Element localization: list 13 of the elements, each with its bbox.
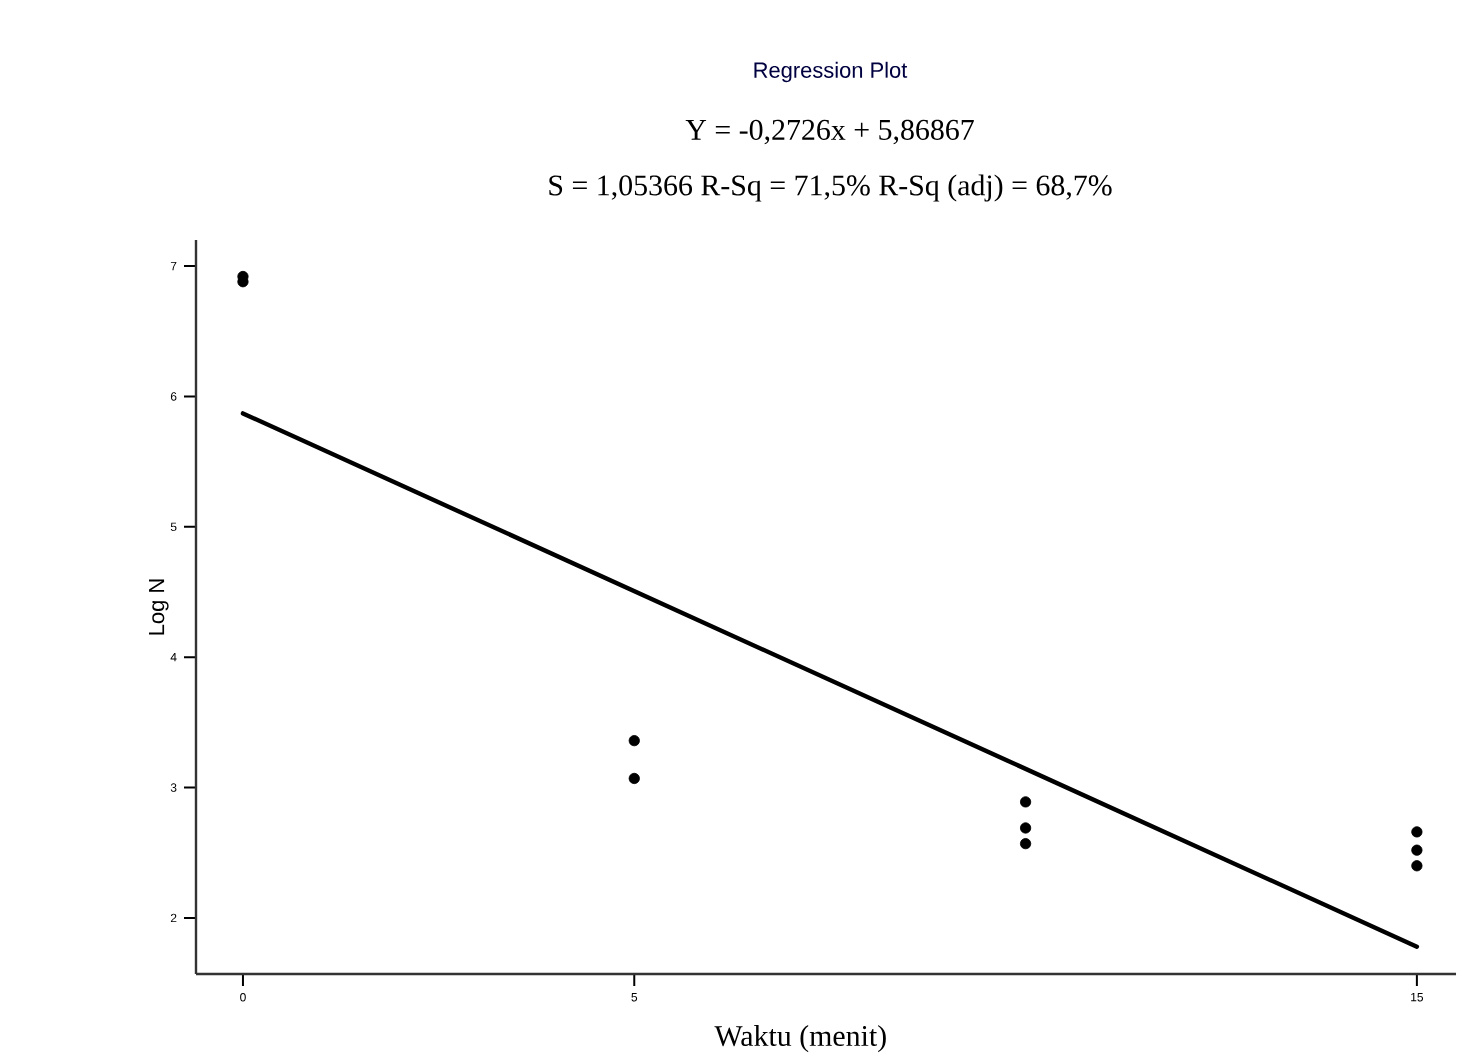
point	[1411, 826, 1423, 838]
y-axis-title: Log N	[149, 579, 169, 635]
point	[1019, 822, 1032, 834]
point	[1411, 860, 1423, 872]
point	[1411, 844, 1423, 856]
text: S = 1,05366 R-Sq = 71,5% R-Sq (adj) = 68,7%	[549, 174, 1112, 202]
x-axis-title: Waktu (menit)	[714, 1025, 886, 1053]
chart-subtitle: Y = -0,2726x + 5,86867	[685, 119, 974, 145]
point	[628, 772, 640, 785]
point	[1019, 838, 1032, 850]
point	[1019, 796, 1032, 808]
point	[628, 735, 640, 747]
chart-title: Regression Plot	[754, 61, 908, 83]
